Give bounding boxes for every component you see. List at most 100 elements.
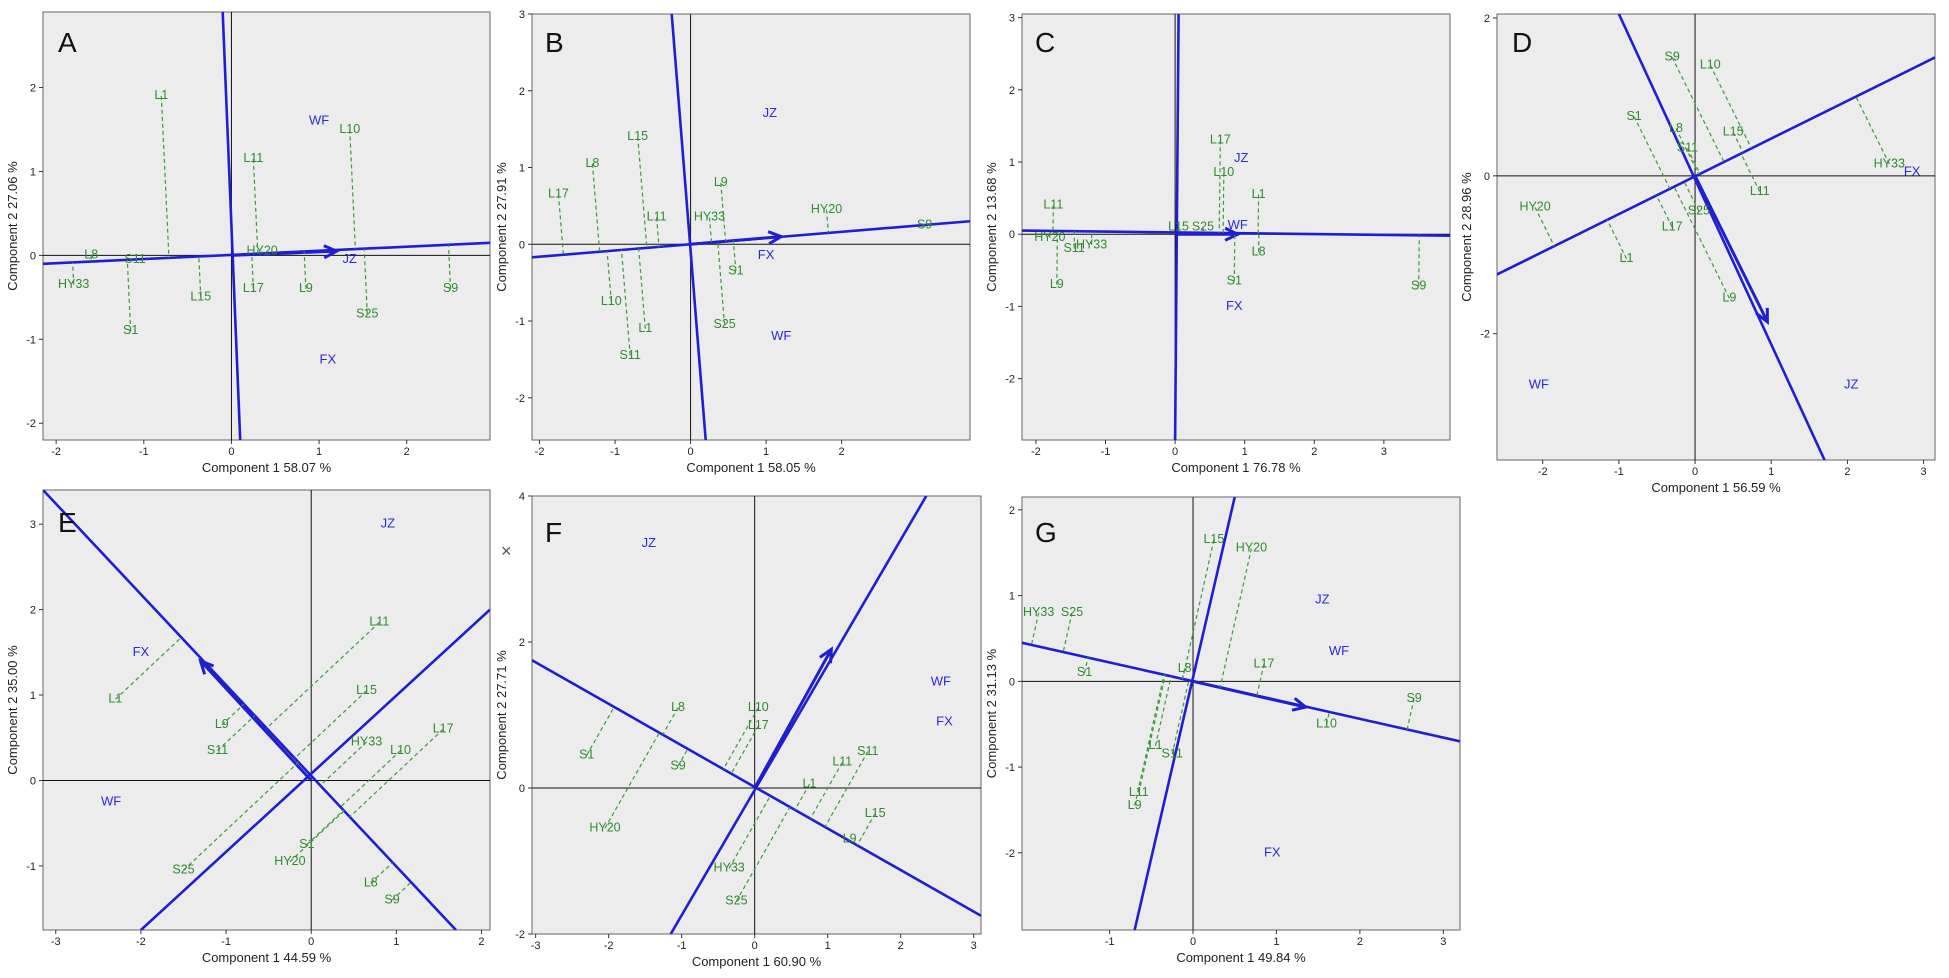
genotype-C-L1: L1 [1252, 187, 1266, 201]
genotype-B-L11: L11 [647, 210, 667, 224]
projection-F-L1 [794, 784, 810, 811]
ytick-label-C: -1 [1005, 301, 1015, 313]
arrow-shaft-A [231, 249, 337, 257]
axis-line-C-2 [1173, 14, 1180, 440]
xtick-label-E: -1 [221, 936, 231, 948]
projection-A-S9 [447, 244, 452, 289]
genotype-A-S9: S9 [443, 281, 458, 295]
ytick-label-B: 0 [519, 239, 525, 251]
genotype-F-S11: S11 [857, 744, 878, 758]
projection-G-S9 [1406, 698, 1415, 730]
projection-F-L9 [848, 838, 851, 841]
projection-E-L1 [114, 636, 182, 700]
genotype-G-L1: L1 [1149, 738, 1163, 752]
projection-D-HY20 [1534, 207, 1555, 247]
plot-area-F [531, 495, 982, 935]
axis-line-E-1 [43, 490, 457, 930]
genotype-A-L17: L17 [243, 281, 264, 295]
projection-G-L11 [1138, 674, 1166, 793]
genotype-G-L10: L10 [1316, 717, 1337, 731]
xtick-label-F: 3 [971, 940, 977, 952]
projection-G-L8 [1181, 668, 1186, 679]
projection-B-L15 [637, 136, 648, 248]
genotype-E-L8: L8 [364, 875, 378, 889]
genotype-A-S1: S1 [123, 323, 138, 337]
projection-A-L17 [251, 253, 254, 289]
projection-G-L9 [1134, 674, 1165, 806]
projection-F-L10 [722, 707, 759, 770]
xtick-label-G: 3 [1440, 936, 1446, 948]
projection-E-HY33 [319, 741, 367, 786]
xtick-label-D: 2 [1844, 466, 1850, 478]
genotype-B-L17: L17 [548, 187, 569, 201]
environment-A-WF: WF [309, 113, 329, 128]
projection-E-L11 [266, 621, 380, 729]
projection-F-L8 [662, 707, 679, 735]
ytick-label-C: 1 [1009, 157, 1015, 169]
xtick-label-F: 2 [898, 940, 904, 952]
genotype-G-S11: S11 [1162, 747, 1183, 761]
projection-F-S9 [677, 748, 689, 767]
environment-D-JZ: JZ [1844, 376, 1859, 391]
projection-B-HY33 [708, 217, 713, 243]
genotype-A-L11: L11 [243, 151, 263, 165]
projection-E-HY20 [289, 810, 345, 863]
genotype-F-S9: S9 [670, 758, 685, 772]
axis-line-E-2 [140, 608, 490, 930]
ytick-label-G: 2 [1009, 505, 1015, 517]
arrow-shaft-B [690, 235, 782, 246]
genotype-A-S11: S11 [124, 252, 145, 266]
projection-E-L17 [349, 728, 444, 818]
projection-C-L9 [1056, 231, 1059, 285]
arrow-head-C [1224, 226, 1242, 242]
genotype-E-S25: S25 [172, 862, 194, 876]
ytick-label-D: 2 [1484, 13, 1490, 25]
genotype-F-L11: L11 [832, 755, 852, 769]
environment-D-WF: WF [1529, 376, 1549, 391]
ytick-label-A: -2 [26, 418, 36, 430]
genotype-B-L9: L9 [714, 175, 728, 189]
genotype-D-L9: L9 [1722, 290, 1736, 304]
genotype-G-L9: L9 [1128, 798, 1142, 812]
environment-E-FX: FX [133, 644, 150, 659]
projection-D-L8 [1675, 128, 1700, 175]
xtick-label-G: -1 [1105, 936, 1115, 948]
environment-F-JZ: JZ [642, 535, 657, 550]
panel-label-C: C [1035, 27, 1055, 58]
ytick-label-F: 2 [519, 637, 525, 649]
projection-A-S25 [363, 248, 368, 315]
xtick-label-B: -1 [610, 446, 620, 458]
projection-G-L17 [1256, 664, 1265, 696]
genotype-B-S9: S9 [917, 217, 932, 231]
yaxis-title-F: Component 2 27.71 % [494, 650, 509, 780]
environment-A-JZ: JZ [343, 251, 358, 266]
projection-B-L10 [606, 251, 612, 302]
ytick-label-B: 1 [519, 163, 525, 175]
projection-A-L9 [303, 251, 307, 289]
xaxis-title-E: Component 1 44.59 % [202, 950, 332, 965]
yaxis-title-D: Component 2 28.96 % [1459, 172, 1474, 302]
xtick-label-F: 0 [752, 940, 758, 952]
xaxis-title-F: Component 1 60.90 % [692, 954, 822, 969]
projection-G-S1 [1083, 657, 1089, 673]
environment-B-FX: FX [758, 247, 775, 262]
projection-D-HY33 [1855, 96, 1890, 165]
genotype-E-L11: L11 [369, 615, 389, 629]
projection-G-L1 [1154, 676, 1172, 746]
genotype-C-L9: L9 [1050, 277, 1064, 291]
projection-D-L15 [1732, 132, 1744, 153]
genotype-A-HY20: HY20 [246, 243, 277, 257]
genotype-A-L10: L10 [339, 122, 360, 136]
genotype-D-HY33: HY33 [1874, 156, 1905, 170]
genotype-E-S9: S9 [384, 892, 399, 906]
yaxis-title-A: Component 2 27.06 % [5, 161, 20, 291]
xtick-label-D: -2 [1538, 466, 1548, 478]
ytick-label-B: 2 [519, 86, 525, 98]
ytick-label-B: 3 [519, 9, 525, 21]
projection-B-L11 [656, 217, 660, 247]
ytick-label-E: 2 [30, 605, 36, 617]
genotype-F-L9: L9 [843, 831, 857, 845]
ytick-label-G: 1 [1009, 591, 1015, 603]
environment-F-WF: WF [931, 674, 951, 689]
